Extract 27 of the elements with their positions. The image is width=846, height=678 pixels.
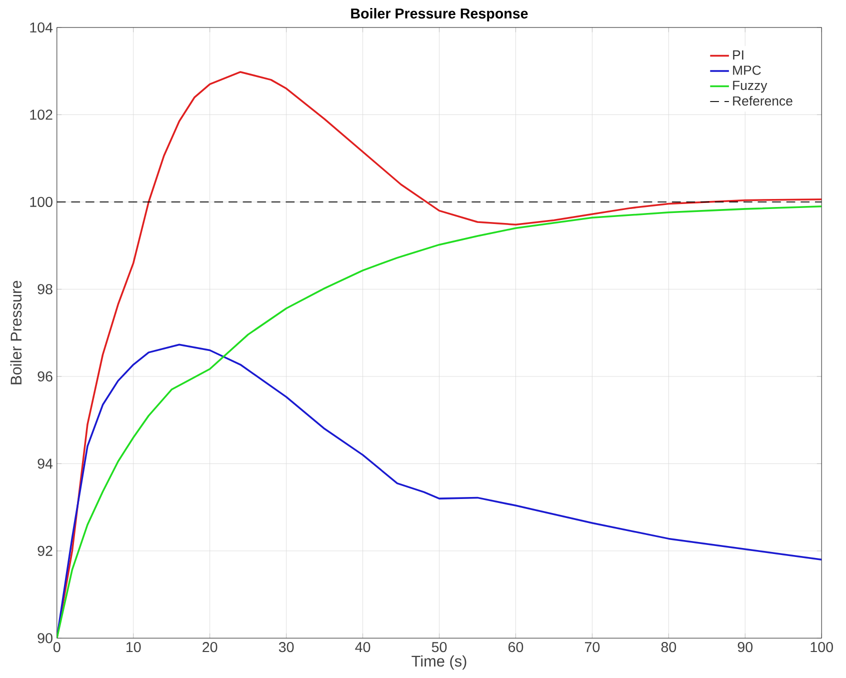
legend-label: Fuzzy bbox=[733, 80, 768, 93]
x-tick-label: 60 bbox=[508, 642, 524, 652]
y-axis-title: Boiler Pressure bbox=[10, 281, 22, 384]
y-tick-label: 96 bbox=[38, 371, 52, 382]
legend-label: Reference bbox=[733, 96, 792, 106]
x-tick-label: 10 bbox=[126, 642, 141, 652]
x-tick-label: 0 bbox=[53, 642, 60, 652]
x-tick-label: 70 bbox=[584, 642, 600, 652]
y-tick-label: 98 bbox=[38, 284, 52, 294]
line-series bbox=[56, 206, 822, 638]
y-tick-label: 92 bbox=[38, 546, 52, 556]
x-tick-label: 40 bbox=[355, 642, 370, 652]
y-tick-label: 100 bbox=[30, 197, 52, 208]
x-tick-label: 30 bbox=[278, 642, 294, 652]
y-tick-label: 102 bbox=[30, 110, 52, 120]
x-tick-label: 20 bbox=[202, 642, 218, 652]
y-tick-label: 94 bbox=[38, 458, 53, 469]
y-tick-label: 90 bbox=[38, 633, 52, 644]
x-tick-label: 90 bbox=[738, 642, 753, 652]
y-tick-label: 104 bbox=[30, 22, 53, 33]
legend-label: MPC bbox=[733, 66, 761, 76]
x-axis-title: Time (s) bbox=[412, 655, 466, 670]
x-tick-label: 80 bbox=[661, 642, 676, 652]
legend-label: PI bbox=[733, 50, 744, 60]
x-tick-label: 100 bbox=[810, 642, 833, 652]
x-tick-label: 50 bbox=[432, 642, 447, 652]
chart-title: Boiler Pressure Response bbox=[351, 8, 528, 22]
